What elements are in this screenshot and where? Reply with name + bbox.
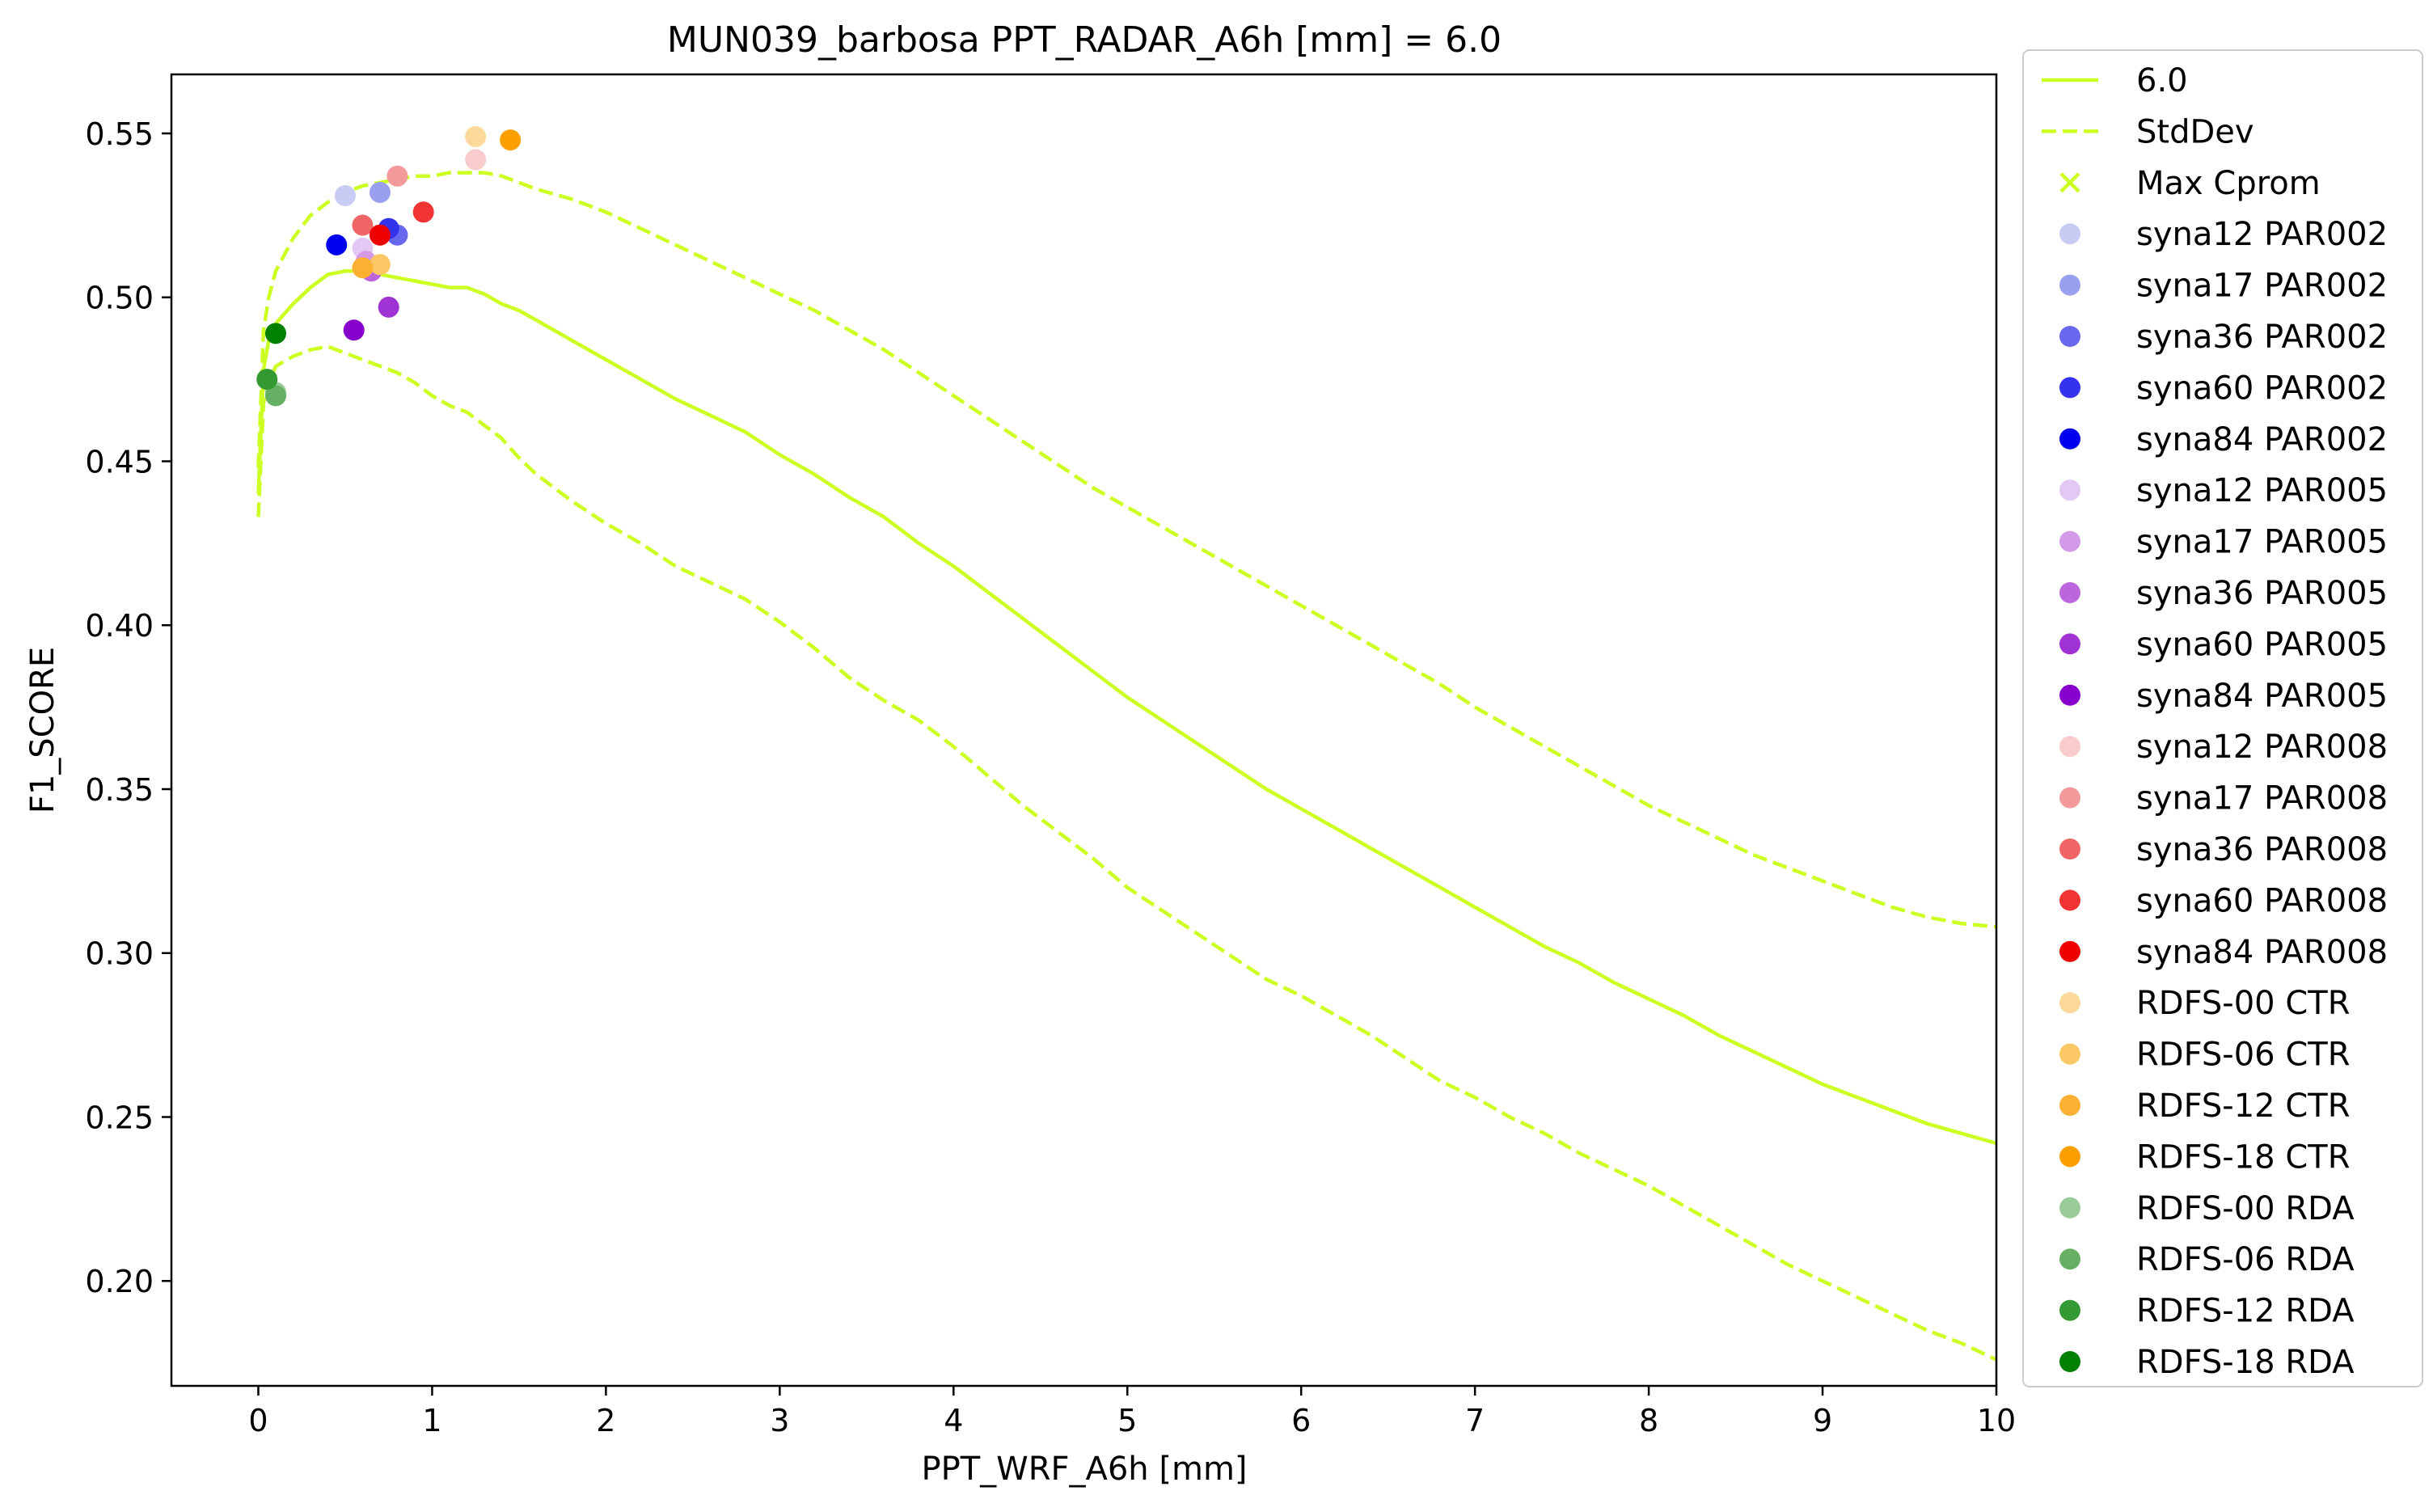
mean-line (256, 269, 1996, 1146)
x-tick-label: 1 (422, 1403, 441, 1438)
legend-label-rdfs-12-rda: RDFS-12 RDA (2136, 1293, 2355, 1330)
legend-swatch-syna17-par005 (2059, 530, 2080, 552)
legend-label-rdfs-18-rda: RDFS-18 RDA (2136, 1344, 2355, 1381)
legend-label-rdfs-00-rda: RDFS-00 RDA (2136, 1190, 2355, 1227)
legend-swatch-max-cprom (2059, 172, 2080, 193)
legend-label-syna84-par008: syna84 PAR008 (2136, 934, 2388, 971)
legend-swatch-rdfs-18-rda (2059, 1351, 2080, 1372)
legend-swatch-rdfs-12-rda (2059, 1299, 2080, 1321)
legend-swatch-rdfs-06-rda (2059, 1248, 2080, 1270)
legend-swatch-syna12-par002 (2059, 223, 2080, 245)
x-tick-label: 4 (944, 1403, 963, 1438)
point-syna84-par002 (326, 234, 348, 256)
legend-swatch-rdfs-06-ctr (2059, 1043, 2080, 1065)
point-syna84-par005 (343, 319, 365, 341)
point-syna17-par008 (386, 165, 408, 187)
legend: 6.0 StdDev Max Cprom syna12 PAR002 syna17 PA… (2022, 49, 2423, 1387)
point-rdfs-18-ctr (500, 129, 522, 151)
legend-swatch-syna36-par008 (2059, 838, 2080, 859)
legend-swatch-syna17-par008 (2059, 787, 2080, 809)
legend-label-syna60-par002: syna60 PAR002 (2136, 370, 2388, 407)
point-rdfs-06-ctr (369, 254, 391, 276)
x-tick-label: 5 (1117, 1403, 1137, 1438)
legend-label-max-cprom: Max Cprom (2136, 165, 2321, 202)
legend-label-rdfs-00-ctr: RDFS-00 CTR (2136, 985, 2351, 1022)
point-syna60-par008 (412, 201, 434, 223)
y-tick-label: 0.25 (85, 1100, 154, 1135)
legend-swatch-rdfs-00-rda (2059, 1197, 2080, 1218)
x-tick-label: 7 (1465, 1403, 1485, 1438)
x-tick-label: 0 (248, 1403, 268, 1438)
stddev-line-2 (256, 344, 1996, 1362)
legend-label-syna84-par002: syna84 PAR002 (2136, 421, 2388, 458)
legend-label-syna17-par005: syna17 PAR005 (2136, 524, 2388, 561)
point-syna60-par005 (378, 296, 399, 318)
point-syna17-par002 (369, 181, 391, 203)
legend-label-syna17-par002: syna17 PAR002 (2136, 268, 2388, 305)
plot-area (256, 126, 1996, 1362)
y-tick-label: 0.50 (85, 281, 154, 316)
legend-swatch-rdfs-18-ctr (2059, 1146, 2080, 1168)
x-tick-label: 6 (1291, 1403, 1311, 1438)
legend-label-syna60-par008: syna60 PAR008 (2136, 882, 2388, 919)
y-axis: 0.20 0.25 0.30 0.35 0.40 0.45 0.50 0.55 (85, 116, 171, 1299)
x-tick-label: 9 (1813, 1403, 1832, 1438)
legend-swatch-syna36-par005 (2059, 582, 2080, 603)
point-syna12-par002 (334, 185, 356, 207)
legend-swatch-syna84-par005 (2059, 684, 2080, 706)
legend-label-syna12-par005: syna12 PAR005 (2136, 472, 2388, 509)
plot-frame (170, 73, 1998, 1387)
legend-swatch-syna60-par008 (2059, 889, 2080, 911)
legend-label-syna36-par008: syna36 PAR008 (2136, 831, 2388, 868)
y-tick-label: 0.20 (85, 1264, 154, 1299)
point-syna36-par008 (352, 214, 374, 236)
y-tick-label: 0.40 (85, 608, 154, 644)
legend-label-rdfs-12-ctr: RDFS-12 CTR (2136, 1088, 2351, 1125)
x-axis-label: PPT_WRF_A6h [mm] (921, 1451, 1247, 1488)
legend-label-syna12-par008: syna12 PAR008 (2136, 729, 2388, 766)
legend-label-syna12-par002: syna12 PAR002 (2136, 216, 2388, 253)
x-tick-label: 8 (1639, 1403, 1658, 1438)
legend-swatch-syna84-par002 (2059, 428, 2080, 450)
legend-label-syna60-par005: syna60 PAR005 (2136, 626, 2388, 663)
legend-swatch-syna12-par005 (2059, 479, 2080, 501)
legend-label-stddev: StdDev (2136, 113, 2254, 150)
legend-swatch-rdfs-12-ctr (2059, 1095, 2080, 1116)
legend-label-rdfs-06-ctr: RDFS-06 CTR (2136, 1037, 2351, 1074)
legend-swatch-syna60-par005 (2059, 633, 2080, 655)
legend-label-syna84-par005: syna84 PAR005 (2136, 678, 2388, 715)
legend-swatch-syna17-par002 (2059, 274, 2080, 296)
point-syna12-par008 (465, 149, 487, 171)
point-rdfs-12-ctr (352, 257, 374, 279)
legend-label-syna36-par002: syna36 PAR002 (2136, 319, 2388, 356)
x-tick-label: 10 (1977, 1403, 2016, 1438)
legend-swatch-rdfs-00-ctr (2059, 992, 2080, 1014)
point-rdfs-12-rda (256, 369, 278, 391)
x-axis: 0 1 2 3 4 5 6 7 8 9 10 (248, 1386, 2016, 1438)
legend-label-syna17-par008: syna17 PAR008 (2136, 780, 2388, 817)
y-tick-label: 0.30 (85, 936, 154, 972)
legend-swatch-syna12-par008 (2059, 736, 2080, 758)
y-tick-label: 0.55 (85, 116, 154, 152)
point-rdfs-18-rda (264, 323, 286, 344)
legend-label-rdfs-06-rda: RDFS-06 RDA (2136, 1241, 2355, 1278)
point-rdfs-00-ctr (465, 126, 487, 148)
legend-swatch-syna60-par002 (2059, 377, 2080, 399)
x-tick-label: 2 (596, 1403, 615, 1438)
y-tick-label: 0.35 (85, 772, 154, 808)
x-tick-label: 3 (770, 1403, 789, 1438)
legend-swatch-syna36-par002 (2059, 326, 2080, 347)
point-rdfs-06-rda (264, 385, 286, 407)
legend-frame (2022, 49, 2423, 1387)
legend-label-6-0: 6.0 (2136, 62, 2188, 99)
y-tick-label: 0.45 (85, 444, 154, 479)
y-axis-label: F1_SCORE (24, 647, 61, 813)
legend-swatch-syna84-par008 (2059, 940, 2080, 962)
point-syna84-par008 (369, 224, 391, 246)
legend-label-rdfs-18-ctr: RDFS-18 CTR (2136, 1138, 2351, 1176)
legend-label-syna36-par005: syna36 PAR005 (2136, 575, 2388, 612)
chart-title: MUN039_barbosa PPT_RADAR_A6h [mm] = 6.0 (667, 19, 1502, 61)
